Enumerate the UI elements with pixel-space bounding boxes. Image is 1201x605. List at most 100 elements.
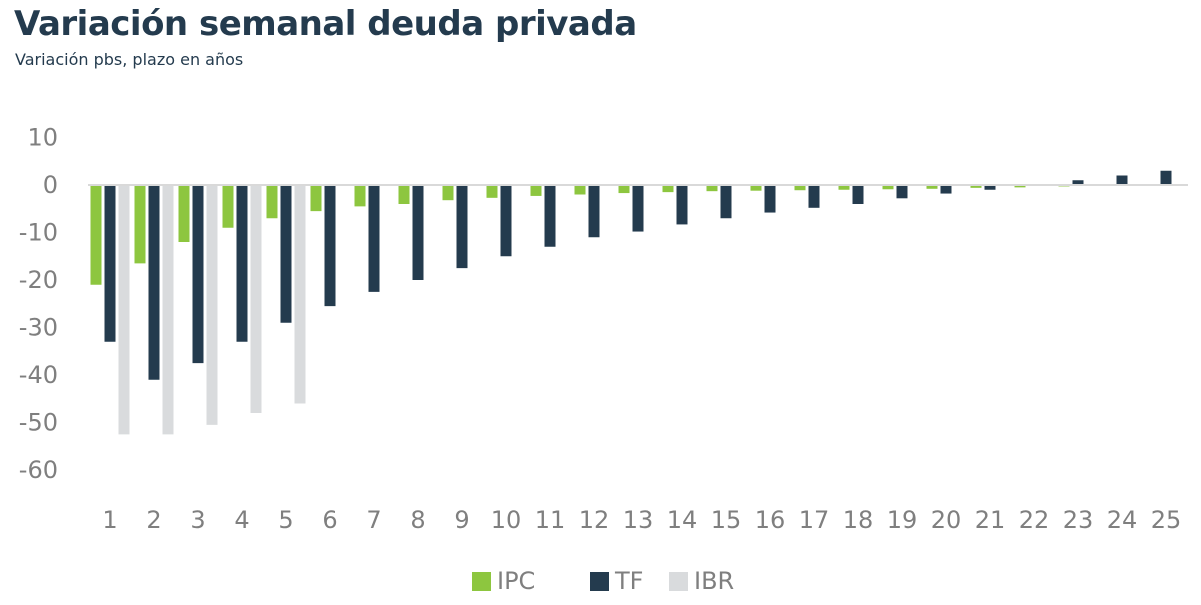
bar-tf-14 (676, 185, 688, 225)
bar-ipc-17 (794, 185, 806, 191)
y-tick-label: 0 (43, 171, 58, 199)
x-tick-label: 13 (623, 506, 654, 534)
bar-ipc-9 (442, 185, 454, 201)
x-tick-label: 1 (102, 506, 117, 534)
y-tick-label: -40 (19, 361, 58, 389)
bar-ipc-13 (618, 185, 630, 194)
bar-tf-20 (940, 185, 952, 194)
bar-ipc-22 (1014, 185, 1026, 188)
y-tick-label: 10 (27, 124, 58, 152)
bar-tf-25 (1160, 170, 1172, 185)
bar-tf-24 (1116, 175, 1128, 185)
bar-ibr-3 (206, 185, 218, 425)
bar-tf-11 (544, 185, 556, 247)
x-tick-label: 17 (799, 506, 830, 534)
bar-tf-19 (896, 185, 908, 199)
x-tick-label: 12 (579, 506, 610, 534)
bar-tf-10 (500, 185, 512, 257)
bar-ibr-4 (250, 185, 262, 413)
legend-item-ibr: IBR (669, 566, 734, 596)
bar-ipc-20 (926, 185, 938, 189)
legend-label-ipc: IPC (497, 567, 536, 595)
bar-ibr-1 (118, 185, 130, 435)
legend-item-ipc: IPC (472, 566, 535, 596)
bar-ipc-2 (134, 185, 146, 264)
legend-label-ibr: IBR (694, 567, 735, 595)
bar-tf-7 (368, 185, 380, 292)
y-tick-label: -30 (19, 314, 58, 342)
x-tick-label: 22 (1019, 506, 1050, 534)
bar-group (90, 170, 1172, 435)
x-tick-label: 9 (454, 506, 469, 534)
bar-tf-12 (588, 185, 600, 238)
x-tick-label: 20 (931, 506, 962, 534)
bar-ipc-7 (354, 185, 366, 207)
bar-tf-6 (324, 185, 336, 307)
bar-ipc-8 (398, 185, 410, 204)
x-tick-label: 3 (190, 506, 205, 534)
x-tick-label: 2 (146, 506, 161, 534)
x-tick-label: 6 (322, 506, 337, 534)
bar-ipc-3 (178, 185, 190, 242)
y-tick-label: -50 (19, 409, 58, 437)
bar-tf-8 (412, 185, 424, 280)
bar-ipc-19 (882, 185, 894, 190)
bar-ibr-5 (294, 185, 306, 404)
x-tick-label: 23 (1063, 506, 1094, 534)
bar-ipc-14 (662, 185, 674, 193)
bar-tf-13 (632, 185, 644, 232)
legend: IPC TF IBR (0, 566, 1201, 596)
bar-ipc-11 (530, 185, 542, 196)
legend-swatch-ibr (669, 571, 688, 591)
chart-subtitle: Variación pbs, plazo en años (15, 50, 244, 69)
bar-tf-5 (280, 185, 292, 323)
x-tick-label: 24 (1107, 506, 1138, 534)
x-tick-label: 7 (366, 506, 381, 534)
bar-ipc-6 (310, 185, 322, 212)
bar-chart: 100-10-20-30-40-50-60 1 2 3 4 5 6 7 8 9 10 11 12 13 1… (19, 124, 1188, 534)
bar-ipc-10 (486, 185, 498, 198)
x-axis-ticks: 1 2 3 4 5 6 7 8 9 10 11 12 13 14 15 16 17 18 19 20 21 22 23 24 2… (102, 506, 1181, 534)
y-tick-label: -20 (19, 266, 58, 294)
x-tick-label: 4 (234, 506, 249, 534)
x-tick-label: 25 (1151, 506, 1182, 534)
bar-ipc-1 (90, 185, 102, 285)
legend-label-tf: TF (615, 567, 644, 595)
x-tick-label: 5 (278, 506, 293, 534)
legend-swatch-tf (590, 571, 609, 591)
bar-ipc-12 (574, 185, 586, 195)
legend-item-tf: TF (590, 566, 643, 596)
bar-ibr-2 (162, 185, 174, 435)
bar-tf-17 (808, 185, 820, 208)
bar-tf-4 (236, 185, 248, 342)
y-tick-label: -10 (19, 219, 58, 247)
y-axis-ticks: 10 0 -10 -20 -30 -40 -50 -60 (19, 124, 58, 485)
x-tick-label: 10 (491, 506, 522, 534)
bar-tf-23 (1072, 180, 1084, 185)
x-tick-label: 21 (975, 506, 1006, 534)
x-tick-label: 18 (843, 506, 874, 534)
bar-ipc-4 (222, 185, 234, 228)
chart-title: Variación semanal deuda privada (14, 4, 637, 44)
x-tick-label: 19 (887, 506, 918, 534)
bar-tf-2 (148, 185, 160, 380)
bar-tf-16 (764, 185, 776, 213)
bar-tf-18 (852, 185, 864, 204)
bar-tf-15 (720, 185, 732, 219)
legend-swatch-ipc (472, 571, 491, 591)
bar-ipc-5 (266, 185, 278, 219)
bar-tf-9 (456, 185, 468, 269)
x-tick-label: 14 (667, 506, 698, 534)
bar-tf-21 (984, 185, 996, 190)
x-tick-label: 15 (711, 506, 742, 534)
bar-ipc-21 (970, 185, 982, 188)
x-tick-label: 16 (755, 506, 786, 534)
bar-tf-1 (104, 185, 116, 342)
bar-ipc-16 (750, 185, 762, 191)
bar-ipc-18 (838, 185, 850, 190)
y-tick-label: -60 (19, 456, 58, 484)
bar-ipc-15 (706, 185, 718, 192)
x-tick-label: 11 (535, 506, 566, 534)
x-tick-label: 8 (410, 506, 425, 534)
bar-tf-3 (192, 185, 204, 364)
